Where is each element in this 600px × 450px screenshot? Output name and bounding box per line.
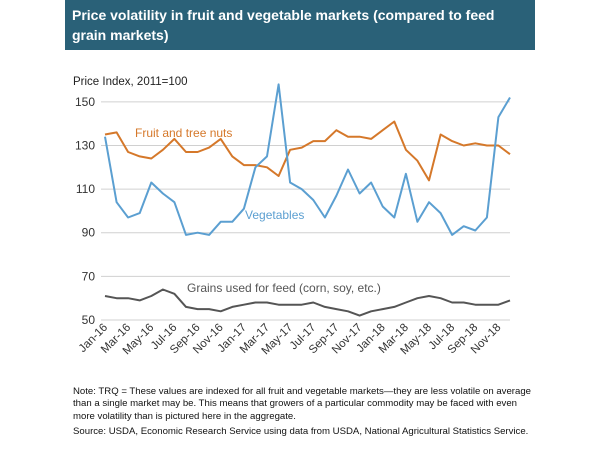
y-tick-label: 90 bbox=[82, 226, 96, 240]
series-label-grains: Grains used for feed (corn, soy, etc.) bbox=[187, 281, 381, 295]
series-label-fruit: Fruit and tree nuts bbox=[135, 126, 232, 140]
series-line-grains bbox=[104, 288, 511, 317]
chart-source: Source: USDA, Economic Research Service … bbox=[73, 426, 529, 437]
y-axis-ticks: 50 70 90 110 130 150 bbox=[75, 95, 95, 327]
chart-figure: Price volatility in fruit and vegetable … bbox=[65, 0, 535, 450]
gridlines bbox=[101, 101, 510, 321]
series-labels: Fruit and tree nuts Vegetables Grains used… bbox=[135, 126, 381, 295]
series-line-fruit bbox=[104, 120, 511, 182]
y-tick-label: 150 bbox=[75, 95, 95, 109]
series-label-vegetables: Vegetables bbox=[245, 208, 304, 222]
y-tick-label: 50 bbox=[82, 313, 96, 327]
chart-note: Note: TRQ = These values are indexed for… bbox=[73, 386, 531, 422]
y-tick-label: 110 bbox=[76, 182, 95, 196]
x-axis-ticks: Jan-16Mar-16May-16Jul-16Sep-16Nov-16Jan-… bbox=[77, 322, 504, 358]
y-tick-label: 130 bbox=[75, 138, 95, 152]
series-line-vegetables bbox=[104, 83, 511, 236]
y-tick-label: 70 bbox=[82, 269, 96, 283]
y-axis-label: Price Index, 2011=100 bbox=[73, 76, 188, 88]
chart-header: Price volatility in fruit and vegetable … bbox=[65, 0, 535, 50]
chart-title: Price volatility in fruit and vegetable … bbox=[72, 7, 495, 43]
line-chart: 50 70 90 110 130 150 Price Index, 2011=100 Fr… bbox=[73, 76, 511, 358]
series-lines bbox=[104, 83, 511, 317]
